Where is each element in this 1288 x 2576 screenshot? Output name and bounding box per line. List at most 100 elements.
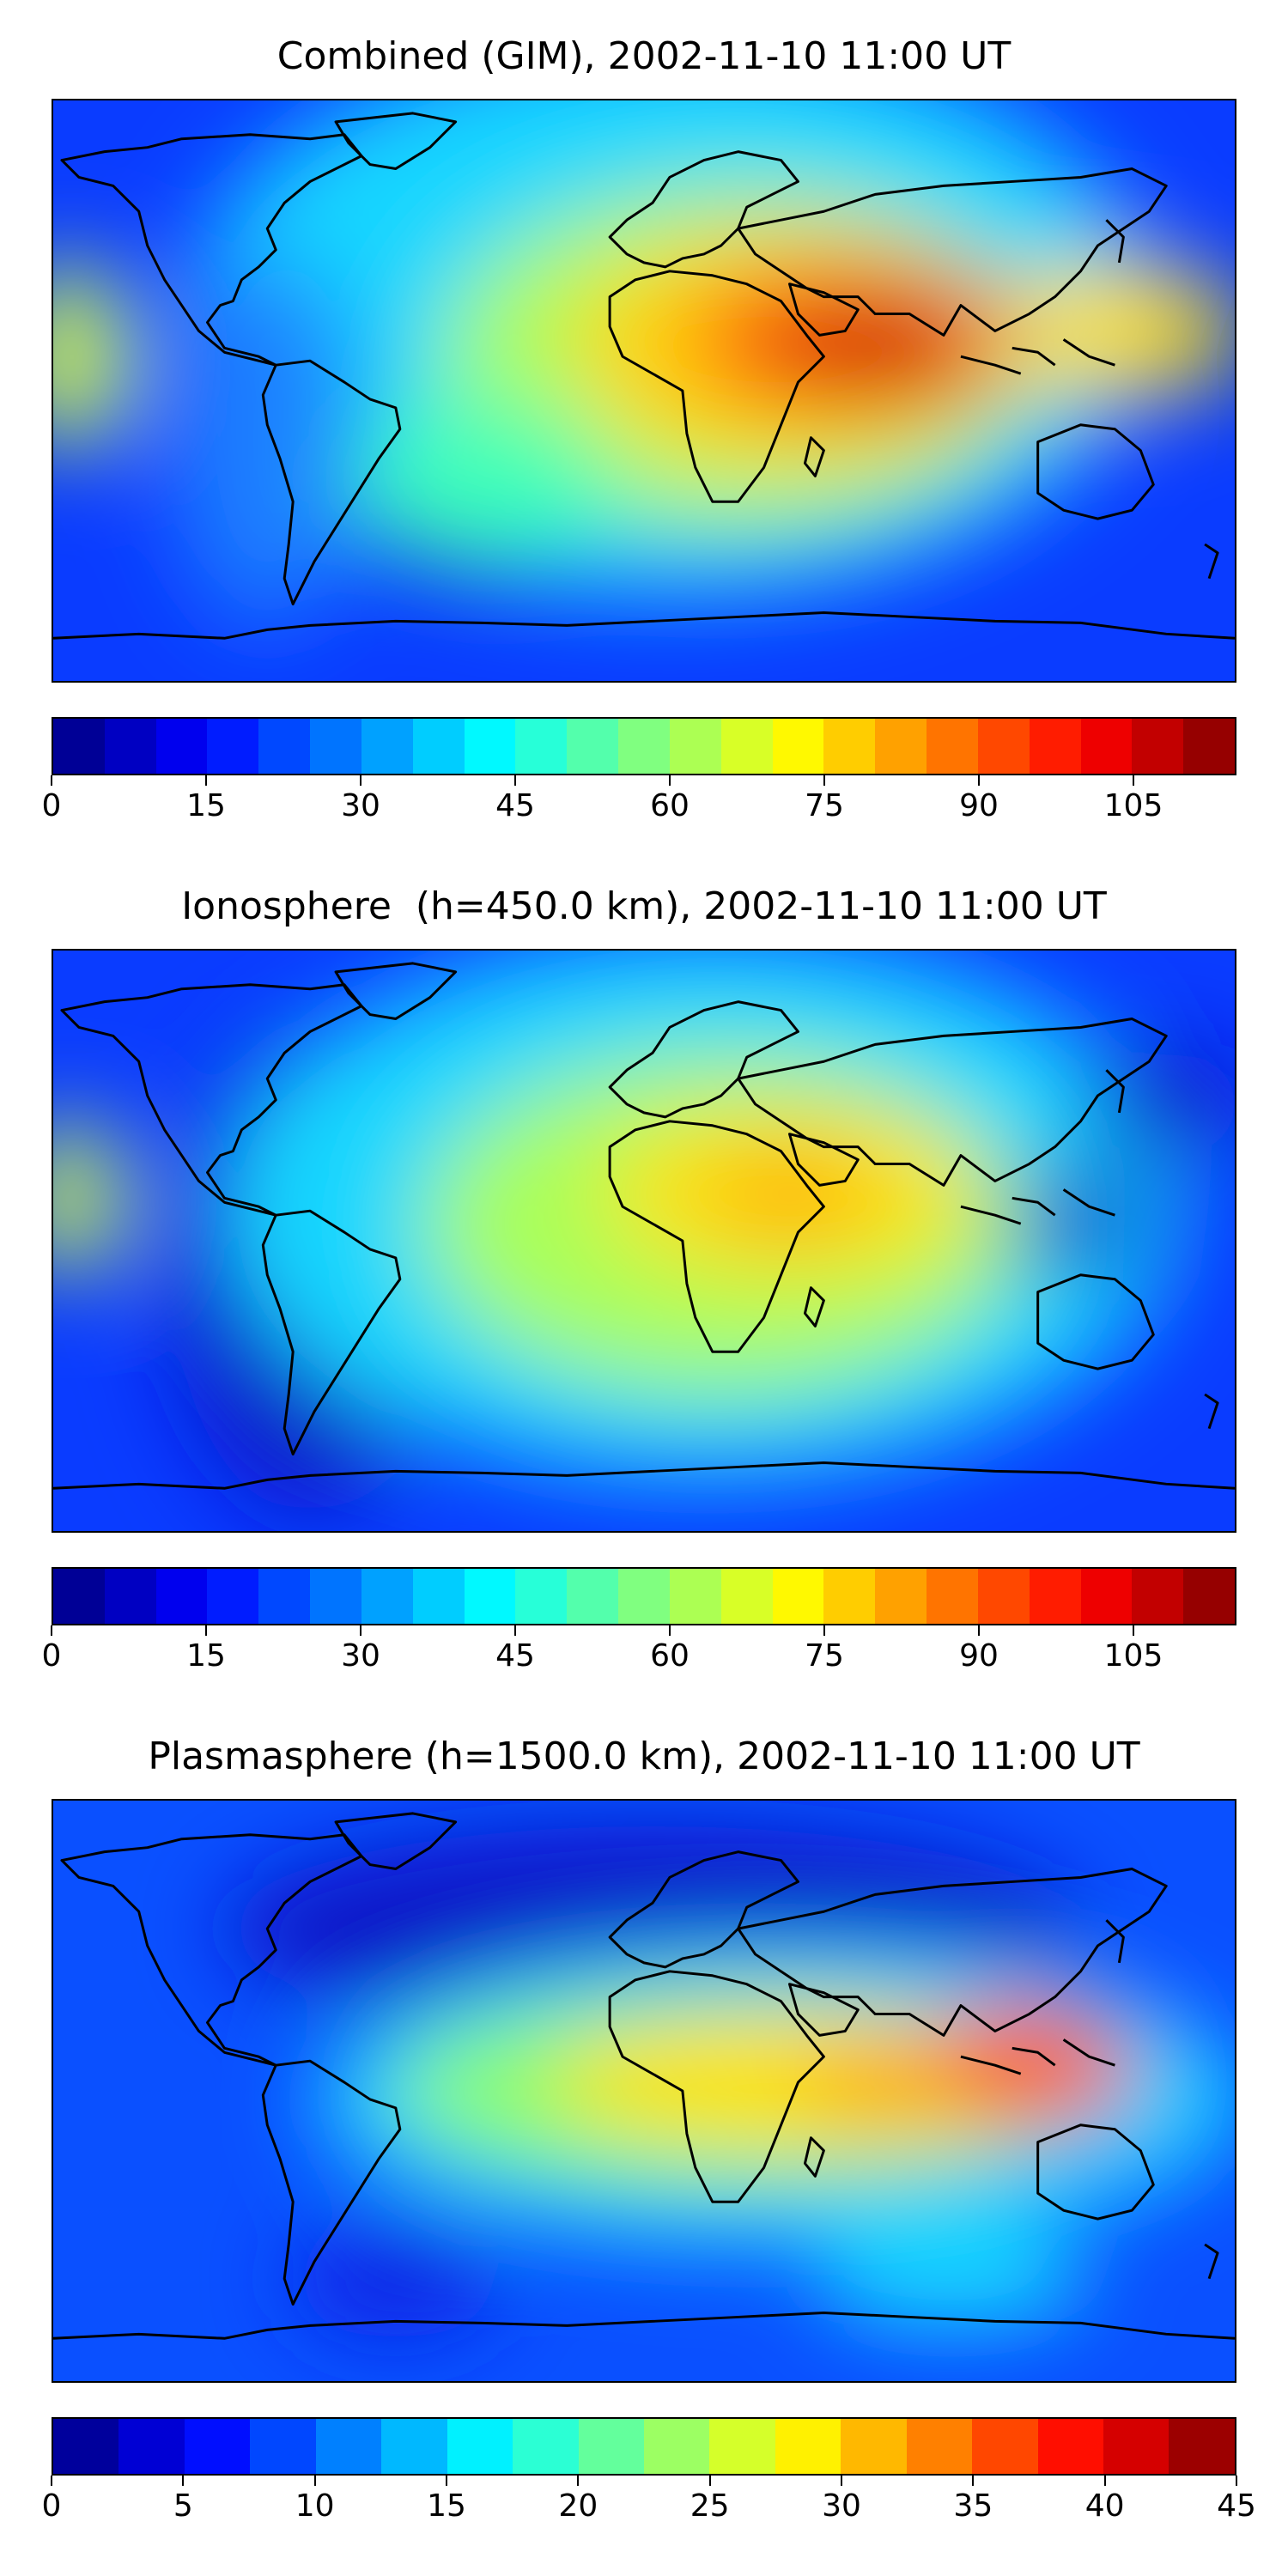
colorbar-tick-mark: [841, 2476, 842, 2486]
colorbar-tick-mark: [972, 2476, 975, 2486]
colorbar-tick-mark: [823, 1625, 825, 1636]
colorbar-segment: [772, 719, 824, 774]
colorbar-tick-mark: [360, 1625, 361, 1636]
colorbar-tick-label: 15: [186, 788, 226, 823]
colorbar-segment: [772, 1569, 824, 1624]
colorbar-segment: [927, 719, 978, 774]
colorbar-tick-label: 105: [1103, 1638, 1163, 1674]
colorbar-segment: [1169, 2419, 1235, 2474]
colorbar-segment: [515, 1569, 568, 1624]
colorbar-segment: [258, 719, 311, 774]
colorbar-segment: [618, 719, 670, 774]
colorbar-segment: [1132, 719, 1184, 774]
colorbar-tick-label: 90: [959, 788, 999, 823]
colorbar-tick-mark: [1133, 1625, 1134, 1636]
colorbar-segment: [1183, 1569, 1236, 1624]
colorbar-tick-label: 40: [1084, 2488, 1125, 2524]
colorbar-segment: [643, 2419, 710, 2474]
colorbar-segment: [53, 1569, 105, 1624]
colorbar-segment: [258, 1569, 311, 1624]
panel-3-title: Plasmasphere (h=1500.0 km), 2002-11-10 1…: [148, 1735, 1140, 1778]
panel-1-colorbar: [52, 717, 1236, 775]
panel-2-map: [52, 949, 1236, 1533]
colorbar-segment: [823, 719, 876, 774]
colorbar-segment: [207, 1569, 259, 1624]
colorbar-segment: [709, 2419, 775, 2474]
colorbar-segment: [720, 719, 773, 774]
colorbar-segment: [1080, 719, 1133, 774]
colorbar-tick-mark: [51, 2476, 52, 2486]
colorbar-tick-label: 75: [805, 788, 844, 823]
colorbar-segment: [1029, 719, 1081, 774]
colorbar-segment: [184, 2419, 251, 2474]
colorbar-segment: [361, 719, 413, 774]
colorbar-tick-mark: [205, 1625, 207, 1636]
colorbar-segment: [977, 1569, 1030, 1624]
colorbar-tick-label: 35: [953, 2488, 993, 2524]
colorbar-segment: [310, 1569, 361, 1624]
colorbar-segment: [1037, 2419, 1103, 2474]
panel-1-title: Combined (GIM), 2002-11-10 11:00 UT: [276, 34, 1012, 78]
colorbar-tick-label: 45: [1217, 2488, 1256, 2524]
colorbar-tick-label: 0: [41, 1638, 62, 1674]
colorbar-segment: [875, 1569, 927, 1624]
colorbar-tick-label: 105: [1103, 788, 1163, 823]
panel-3-map: [52, 1799, 1236, 2383]
colorbar-segment: [1080, 1569, 1133, 1624]
colorbar-tick-mark: [51, 775, 52, 786]
colorbar-tick-mark: [669, 1625, 671, 1636]
colorbar-segment: [618, 1569, 670, 1624]
colorbar-segment: [447, 2419, 513, 2474]
panel-2-colorbar: [52, 1567, 1236, 1625]
colorbar-segment: [53, 2419, 119, 2474]
colorbar-tick-label: 60: [650, 1638, 690, 1674]
colorbar-tick-label: 0: [41, 2488, 62, 2524]
colorbar-tick-mark: [51, 1625, 52, 1636]
colorbar-segment: [1183, 719, 1236, 774]
colorbar-tick-mark: [1103, 2476, 1106, 2486]
colorbar-tick-label: 5: [173, 2488, 193, 2524]
colorbar-tick-label: 15: [186, 1638, 226, 1674]
colorbar-tick-label: 30: [341, 788, 380, 823]
colorbar-tick-label: 30: [822, 2488, 861, 2524]
colorbar-segment: [118, 2419, 185, 2474]
colorbar-tick-label: 30: [341, 1638, 380, 1674]
colorbar-tick-label: 0: [41, 788, 62, 823]
colorbar-tick-label: 10: [295, 2488, 335, 2524]
colorbar-segment: [515, 719, 568, 774]
colorbar-tick-label: 15: [427, 2488, 466, 2524]
colorbar-tick-mark: [823, 775, 825, 786]
panel-1-map: [52, 99, 1236, 683]
colorbar-segment: [775, 2419, 841, 2474]
colorbar-segment: [361, 1569, 413, 1624]
colorbar-segment: [310, 719, 361, 774]
colorbar-segment: [315, 2419, 382, 2474]
colorbar-tick-label: 45: [495, 788, 535, 823]
colorbar-tick-mark: [205, 775, 207, 786]
colorbar-tick-mark: [182, 2476, 185, 2486]
colorbar-tick-label: 20: [558, 2488, 598, 2524]
colorbar-segment: [669, 719, 721, 774]
colorbar-segment: [104, 1569, 156, 1624]
colorbar-segment: [875, 719, 927, 774]
panel-2-colorbar-ticks: 0 15 30 45 60 75 90 105: [42, 1625, 1236, 1674]
colorbar-segment: [823, 1569, 876, 1624]
colorbar-tick-label: 90: [959, 1638, 999, 1674]
panel-3-colorbar: [52, 2417, 1236, 2476]
colorbar-tick-mark: [446, 2476, 447, 2486]
colorbar-segment: [720, 1569, 773, 1624]
colorbar-segment: [906, 2419, 973, 2474]
colorbar-tick-mark: [360, 775, 361, 786]
colorbar-segment: [53, 719, 105, 774]
colorbar-segment: [927, 1569, 978, 1624]
colorbar-segment: [412, 719, 465, 774]
colorbar-segment: [464, 1569, 516, 1624]
colorbar-segment: [155, 1569, 208, 1624]
colorbar-tick-mark: [514, 775, 516, 786]
colorbar-segment: [567, 719, 619, 774]
colorbar-segment: [250, 2419, 316, 2474]
panel-3-colorbar-ticks: 0 5 10 15 20 25 30 35 40 45: [42, 2476, 1256, 2524]
colorbar-segment: [104, 719, 156, 774]
panel-2-title: Ionosphere (h=450.0 km), 2002-11-10 11:0…: [181, 884, 1107, 928]
colorbar-tick-mark: [313, 2476, 316, 2486]
